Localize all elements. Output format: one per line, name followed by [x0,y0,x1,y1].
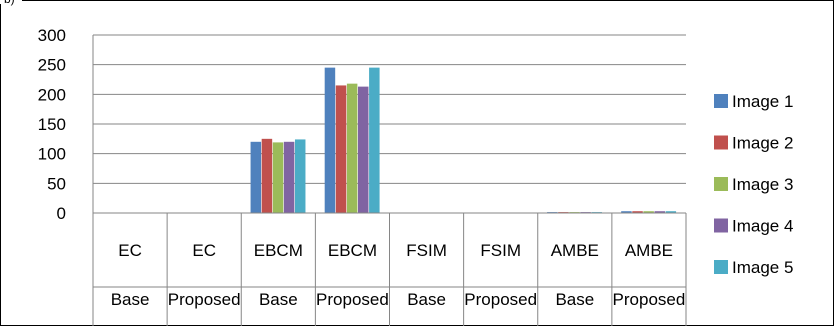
x-tick-label-metric: AMBE [551,241,599,260]
legend-label: Image 1 [732,92,793,111]
legend-entry: Image 4 [714,217,793,236]
legend: Image 1 Image 2 Image 3 Image 4 Image 5 [714,92,793,277]
x-tick-label-metric: EC [192,241,216,260]
y-tick-label: 0 [57,204,66,223]
bar [261,138,273,213]
x-tick-label-metric: EBCM [328,241,377,260]
x-tick-label-method: Proposed [168,290,241,309]
bar [272,142,284,213]
legend-swatch [714,218,728,233]
legend-entry: Image 1 [714,92,793,111]
legend-label: Image 4 [732,217,793,236]
bar [369,67,380,213]
x-tick-label-method: Base [111,290,150,309]
bar [357,86,369,213]
x-tick-label-method: Proposed [613,290,686,309]
bars [102,67,677,214]
x-tick-label-metric: EC [118,241,142,260]
y-tick-label: 300 [38,26,66,45]
bar [665,211,677,213]
legend-entry: Image 2 [714,134,793,153]
x-tick-label-method: Base [407,290,446,309]
legend-swatch [714,177,728,191]
bar [346,83,358,213]
x-tick-label-metric: EBCM [254,241,303,260]
x-tick-label-method: Proposed [464,290,537,309]
bar [621,211,632,213]
x-tick-label-metric: AMBE [625,241,673,260]
legend-entry: Image 3 [714,175,793,194]
legend-label: Image 3 [732,175,793,194]
bar [643,211,654,213]
x-tick-label-metric: FSIM [406,241,447,260]
bar [294,139,306,213]
x-tick-label-metric: FSIM [480,241,521,260]
y-tick-label: 100 [38,145,66,164]
bar [250,141,262,213]
y-tick-label: 250 [38,56,66,75]
y-tick-label: 150 [38,115,66,134]
corner-label: b) [4,0,15,6]
y-axis-tick-labels: 0 50 100 150 200 250 300 [38,26,66,223]
legend-entry: Image 5 [714,258,793,277]
x-tick-label-method: Proposed [316,290,389,309]
bar [324,67,336,213]
legend-swatch [714,94,728,108]
bar [335,85,347,213]
y-tick-label: 50 [47,174,66,193]
y-tick-label: 200 [38,85,66,104]
grid [93,34,686,184]
x-tick-label-method: Base [555,290,594,309]
bar [283,141,295,213]
x-tick-label-method: Base [259,290,298,309]
bar [632,211,643,213]
legend-swatch [714,260,728,274]
corner-mask [0,0,22,4]
category-table: EC Base EC Proposed EBCM Base EBCM Proposed FSIM… [92,35,687,326]
legend-label: Image 5 [732,258,793,277]
bar [654,211,665,213]
legend-swatch [714,135,728,150]
legend-label: Image 2 [732,134,793,153]
